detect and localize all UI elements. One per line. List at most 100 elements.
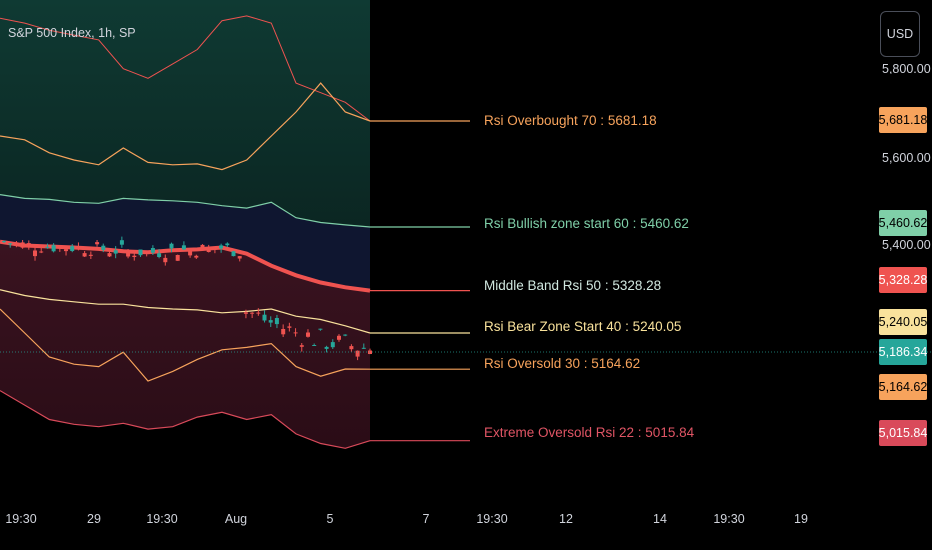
candle-body xyxy=(219,245,224,249)
rsi-bands xyxy=(0,0,371,449)
time-label: 19 xyxy=(794,512,808,526)
label-rsi-overbought-70: Rsi Overbought 70 : 5681.18 xyxy=(484,113,657,128)
price-candles xyxy=(2,236,372,361)
time-label: 7 xyxy=(422,512,430,526)
candle-body xyxy=(281,329,286,335)
candle-body xyxy=(76,246,81,248)
chart-title: S&P 500 Index, 1h, SP xyxy=(8,26,136,40)
time-label: Aug xyxy=(224,512,248,526)
time-label: 19:30 xyxy=(713,512,745,526)
candle-body xyxy=(57,246,62,249)
candle-body xyxy=(268,320,273,323)
candle-body xyxy=(256,312,261,314)
candle-body xyxy=(188,249,193,256)
candle-body xyxy=(113,250,118,254)
price-tag-5328: 5,328.28 xyxy=(879,267,927,293)
currency-button[interactable]: USD xyxy=(880,11,920,57)
time-label: 19:30 xyxy=(476,512,508,526)
candle-body xyxy=(231,251,236,257)
candle-body xyxy=(8,243,13,245)
candle-body xyxy=(243,312,248,314)
candle-body xyxy=(237,256,242,259)
candle-body xyxy=(14,242,19,244)
price-tag-5460: 5,460.62 xyxy=(879,210,927,236)
bullish-zone-fill xyxy=(0,0,370,227)
price-label-5400: 5,400.00 xyxy=(882,238,931,252)
candle-body xyxy=(163,257,168,263)
candle-body xyxy=(361,347,366,349)
bearish-zone-fill xyxy=(0,241,370,449)
candle-body xyxy=(337,335,341,340)
candle-body xyxy=(70,246,75,251)
band-line-bear xyxy=(0,289,371,334)
price-label-cut: 5,800.00 xyxy=(882,62,931,74)
candle-body xyxy=(355,350,360,357)
price-label-5600: 5,600.00 xyxy=(882,151,931,165)
band-line-upper_top xyxy=(0,15,371,122)
candle-body xyxy=(324,346,329,349)
time-label: 19:30 xyxy=(146,512,178,526)
candle-body xyxy=(250,312,255,314)
price-tag-5681: 5,681.18 xyxy=(879,107,927,133)
price-tag-5240: 5,240.05 xyxy=(879,309,927,335)
candle-body xyxy=(318,328,323,330)
candle-body xyxy=(51,245,56,252)
candle-body xyxy=(349,346,354,350)
candle-body xyxy=(2,241,6,243)
level-lines xyxy=(370,120,470,442)
candle-body xyxy=(330,342,335,348)
candle-body xyxy=(95,242,100,245)
candle-body xyxy=(293,332,298,334)
candle-body xyxy=(126,250,131,257)
candle-body xyxy=(20,242,25,248)
candle-body xyxy=(212,248,217,250)
candle-body xyxy=(206,246,211,252)
candle-body xyxy=(169,243,174,249)
band-line-bullish xyxy=(0,194,371,228)
time-label: 29 xyxy=(87,512,101,526)
label-rsi-oversold-30: Rsi Oversold 30 : 5164.62 xyxy=(484,356,641,371)
candle-body xyxy=(64,249,68,252)
candle-body xyxy=(107,253,112,257)
band-line-overbought xyxy=(0,82,371,171)
price-tag-5015: 5,015.84 xyxy=(879,420,927,446)
candle-body xyxy=(274,318,279,325)
candle-body xyxy=(343,334,348,336)
candle-body xyxy=(194,255,199,258)
candle-body xyxy=(200,244,205,250)
candle-body xyxy=(138,249,143,256)
candle-body xyxy=(262,314,267,321)
label-rsi-bullish-60: Rsi Bullish zone start 60 : 5460.62 xyxy=(484,216,689,231)
candle-body xyxy=(150,248,155,253)
candle-body xyxy=(157,253,162,257)
candle-body xyxy=(45,246,50,248)
candle-body xyxy=(39,251,44,253)
candle-body xyxy=(144,250,149,252)
time-label: 5 xyxy=(326,512,334,526)
candle-body xyxy=(132,255,137,257)
candle-body xyxy=(82,253,87,257)
time-label: 19:30 xyxy=(5,512,37,526)
candle-body xyxy=(181,245,186,250)
candle-body xyxy=(299,345,304,347)
label-rsi-bear-40: Rsi Bear Zone Start 40 : 5240.05 xyxy=(484,319,682,334)
price-tag-5164: 5,164.62 xyxy=(879,374,927,400)
price-tag-current: 5,186.34 xyxy=(879,339,927,365)
candle-body xyxy=(88,254,93,256)
candle-body xyxy=(119,240,124,245)
label-extreme-oversold-22: Extreme Oversold Rsi 22 : 5015.84 xyxy=(484,425,695,440)
band-line-oversold xyxy=(0,308,371,382)
candle-body xyxy=(225,243,230,246)
candle-body xyxy=(306,332,310,337)
candle-body xyxy=(287,326,292,328)
candle-body xyxy=(175,255,180,261)
candle-body xyxy=(26,243,31,248)
candle-body xyxy=(33,250,37,257)
time-label: 12 xyxy=(559,512,573,526)
candle-body xyxy=(312,345,317,346)
band-line-extreme xyxy=(0,390,371,449)
label-middle-band-50: Middle Band Rsi 50 : 5328.28 xyxy=(484,278,662,293)
candle-body xyxy=(101,245,106,250)
time-label: 14 xyxy=(653,512,667,526)
